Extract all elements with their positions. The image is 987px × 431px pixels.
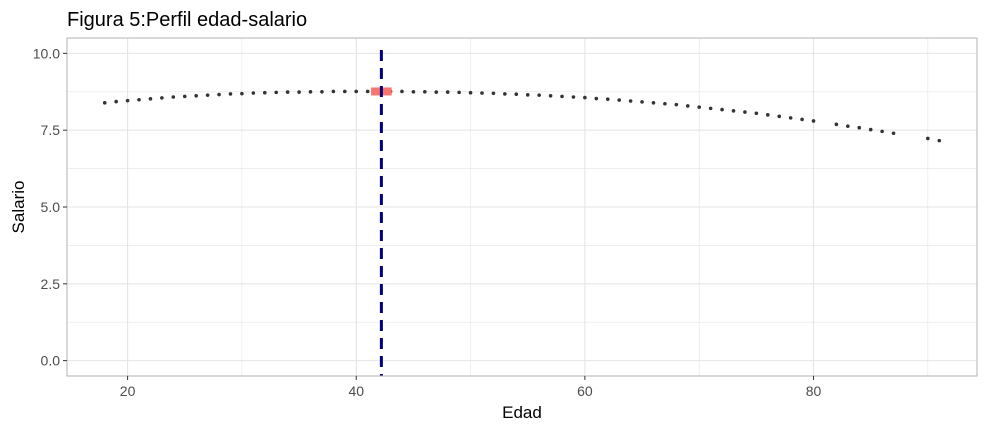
data-point <box>240 91 244 96</box>
data-point <box>788 116 793 120</box>
data-point <box>743 110 747 114</box>
data-point <box>194 93 198 98</box>
data-point <box>457 90 461 95</box>
chart-overlay <box>371 50 392 376</box>
data-point <box>148 97 153 101</box>
x-axis-ticks: 20 40 60 80 <box>120 376 822 399</box>
data-point <box>228 92 233 96</box>
data-point <box>503 92 507 96</box>
data-point <box>411 89 416 94</box>
data-point <box>583 95 587 100</box>
y-tick-label: 0.0 <box>41 353 61 369</box>
data-point <box>926 136 930 141</box>
data-point <box>628 99 633 103</box>
y-tick-label: 5.0 <box>41 199 61 215</box>
data-point <box>423 89 427 94</box>
data-point <box>102 101 107 105</box>
data-point <box>525 93 530 97</box>
data-point <box>651 101 656 105</box>
data-point <box>811 119 816 123</box>
y-axis-title: Salario <box>9 181 28 234</box>
data-point <box>640 100 644 104</box>
x-tick-label: 80 <box>806 383 822 399</box>
data-point <box>365 89 370 94</box>
data-point <box>480 91 484 95</box>
data-point <box>674 102 679 107</box>
data-point <box>182 94 187 99</box>
data-point <box>297 90 301 94</box>
data-point <box>868 127 873 132</box>
data-point <box>445 90 450 94</box>
data-point <box>343 89 347 94</box>
data-point <box>731 109 736 113</box>
data-point <box>560 94 564 99</box>
x-tick-label: 20 <box>120 383 136 399</box>
data-point <box>537 93 541 97</box>
chart-title: Figura 5:Perfil edad-salario <box>67 9 307 31</box>
data-point <box>251 91 256 95</box>
data-point <box>594 96 599 101</box>
data-point <box>765 113 770 117</box>
data-point <box>137 97 141 102</box>
data-point <box>262 90 267 95</box>
x-tick-label: 60 <box>577 383 593 399</box>
chart-points <box>102 89 942 143</box>
data-point <box>514 92 519 97</box>
data-point <box>685 104 690 108</box>
data-point <box>891 131 896 136</box>
data-point <box>171 95 176 99</box>
data-point <box>308 89 313 94</box>
data-point <box>834 122 839 127</box>
data-point <box>434 90 439 94</box>
y-tick-label: 10.0 <box>33 45 60 61</box>
data-point <box>663 101 667 106</box>
data-point <box>697 105 701 109</box>
data-point <box>320 89 324 94</box>
data-point <box>846 124 850 128</box>
data-point <box>331 89 336 94</box>
data-point <box>880 129 884 134</box>
data-point <box>114 99 118 104</box>
data-point <box>205 93 210 97</box>
data-point <box>571 95 576 99</box>
data-point <box>754 111 759 116</box>
data-point <box>491 91 496 96</box>
data-point <box>468 90 473 95</box>
data-point <box>605 97 610 101</box>
data-point <box>548 93 553 98</box>
y-tick-label: 2.5 <box>41 276 61 292</box>
x-tick-label: 40 <box>348 383 364 399</box>
data-point <box>720 107 724 112</box>
data-point <box>400 89 404 94</box>
data-point <box>125 98 130 103</box>
data-point <box>777 114 782 119</box>
chart-gridlines <box>67 38 977 376</box>
data-point <box>708 106 713 111</box>
x-axis-title: Edad <box>502 403 542 422</box>
data-point <box>160 96 164 100</box>
data-point <box>354 89 359 94</box>
data-point <box>800 117 804 122</box>
data-point <box>937 138 942 143</box>
y-tick-label: 7.5 <box>41 122 61 138</box>
y-axis-ticks: 0.0 2.5 5.0 7.5 10.0 <box>33 45 67 369</box>
data-point <box>285 90 290 94</box>
data-point <box>857 125 862 130</box>
data-point <box>274 90 279 95</box>
data-point <box>217 92 221 97</box>
data-point <box>617 98 621 102</box>
